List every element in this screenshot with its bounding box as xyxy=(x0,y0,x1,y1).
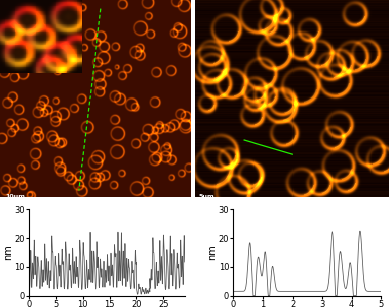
Text: 5µm: 5µm xyxy=(198,194,214,199)
Y-axis label: nm: nm xyxy=(3,245,13,261)
Y-axis label: nm: nm xyxy=(207,245,217,261)
Text: 10µm: 10µm xyxy=(5,194,25,199)
